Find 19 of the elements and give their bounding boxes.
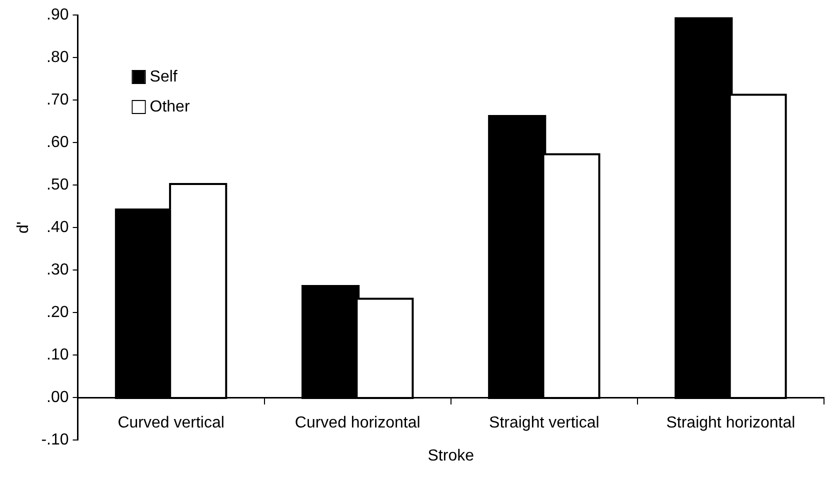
y-tick-label: -.10: [41, 431, 69, 448]
y-tick-label: .00: [46, 388, 69, 406]
x-axis-title: Stroke: [428, 448, 474, 465]
y-axis-title: d': [15, 222, 32, 234]
x-tick-label: Curved horizontal: [294, 414, 420, 432]
x-tick-label: Straight vertical: [489, 414, 600, 432]
y-tick-label: .70: [46, 91, 69, 108]
y-tick-label: .60: [46, 134, 69, 151]
legend-label: Self: [150, 68, 178, 86]
y-tick-label: .20: [46, 304, 69, 321]
x-tick-label: Curved vertical: [118, 414, 224, 432]
x-tick-label: Straight horizontal: [666, 414, 796, 432]
y-tick-label: .50: [46, 176, 69, 194]
y-tick-label: .40: [46, 218, 69, 236]
y-tick-label: .10: [46, 346, 69, 364]
y-tick-label: .30: [46, 261, 69, 278]
y-tick-label: .90: [46, 6, 69, 24]
legend-label: Other: [150, 98, 190, 116]
y-tick-label: .80: [46, 48, 69, 66]
